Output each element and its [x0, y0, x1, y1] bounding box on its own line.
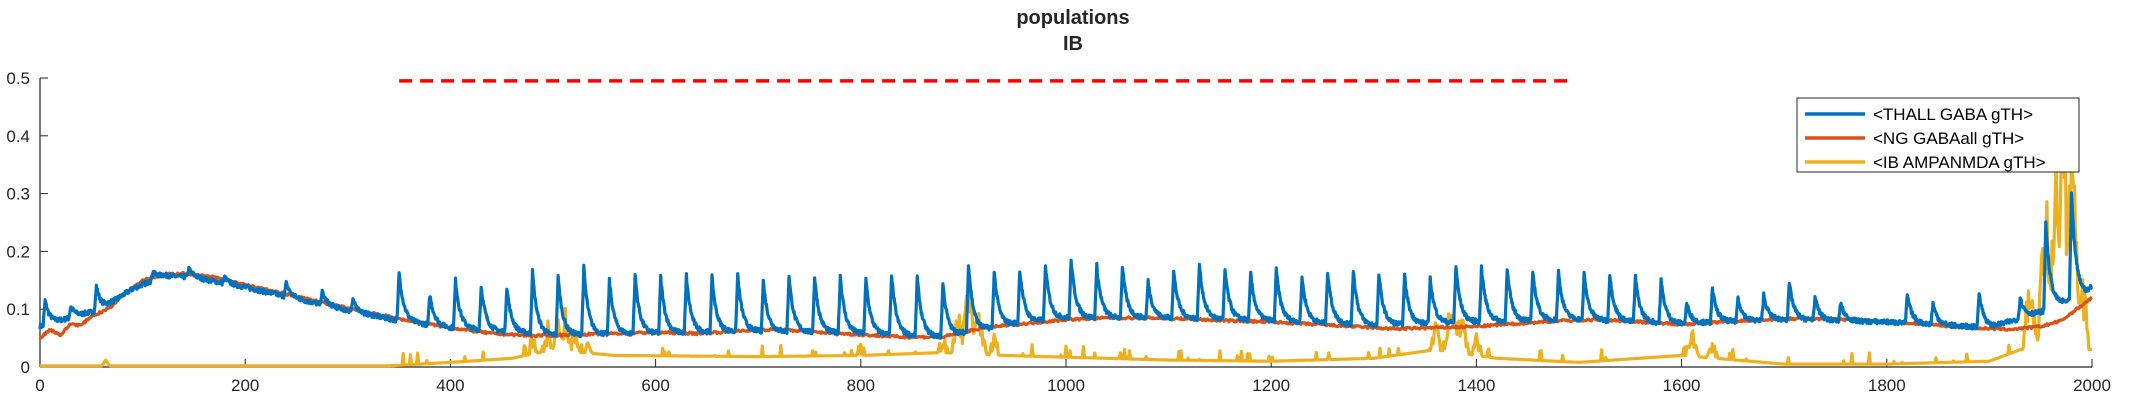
y-tick-label: 0.3	[6, 185, 30, 204]
legend-label: <NG GABAall gTH>	[1873, 129, 2024, 148]
legend-box	[1796, 97, 2080, 173]
series-line-thall-gaba	[38, 191, 2094, 340]
chart-subtitle: IB	[1063, 33, 1083, 55]
x-tick-label: 2000	[2073, 376, 2111, 395]
y-tick-label: 0.2	[6, 242, 30, 261]
x-tick-label: 1400	[1457, 376, 1495, 395]
y-tick-label: 0.5	[6, 69, 30, 88]
x-tick-label: 0	[35, 376, 44, 395]
axes: 0 200 400 600 800 1000 1200 1400 1600 1800 2000 0 0.…	[6, 69, 2111, 395]
y-tick-label: 0.4	[6, 127, 30, 146]
legend: <THALL GABA gTH> <NG GABAall gTH> <IB AMPA…	[1796, 97, 2080, 173]
series-group	[38, 125, 2094, 368]
legend-label: <THALL GABA gTH>	[1873, 105, 2033, 124]
x-tick-label: 1800	[1868, 376, 1906, 395]
y-tick-label: 0.1	[6, 300, 30, 319]
legend-label: <IB AMPANMDA gTH>	[1873, 153, 2046, 172]
x-tick-label: 600	[641, 376, 669, 395]
x-tick-label: 1200	[1252, 376, 1290, 395]
x-tick-label: 1600	[1663, 376, 1701, 395]
chart-title: populations	[1016, 7, 1129, 29]
x-tick-label: 200	[231, 376, 259, 395]
x-tick-label: 400	[436, 376, 464, 395]
y-tick-label: 0	[21, 358, 30, 377]
series-line-ib-ampanmda	[39, 125, 2093, 368]
x-tick-label: 1000	[1047, 376, 1085, 395]
x-tick-label: 800	[847, 376, 875, 395]
